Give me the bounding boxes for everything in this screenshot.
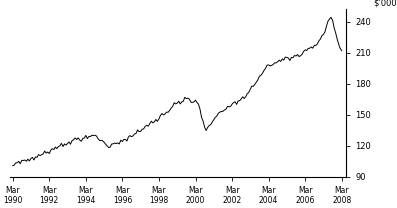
- Y-axis label: $’000: $’000: [373, 0, 397, 8]
